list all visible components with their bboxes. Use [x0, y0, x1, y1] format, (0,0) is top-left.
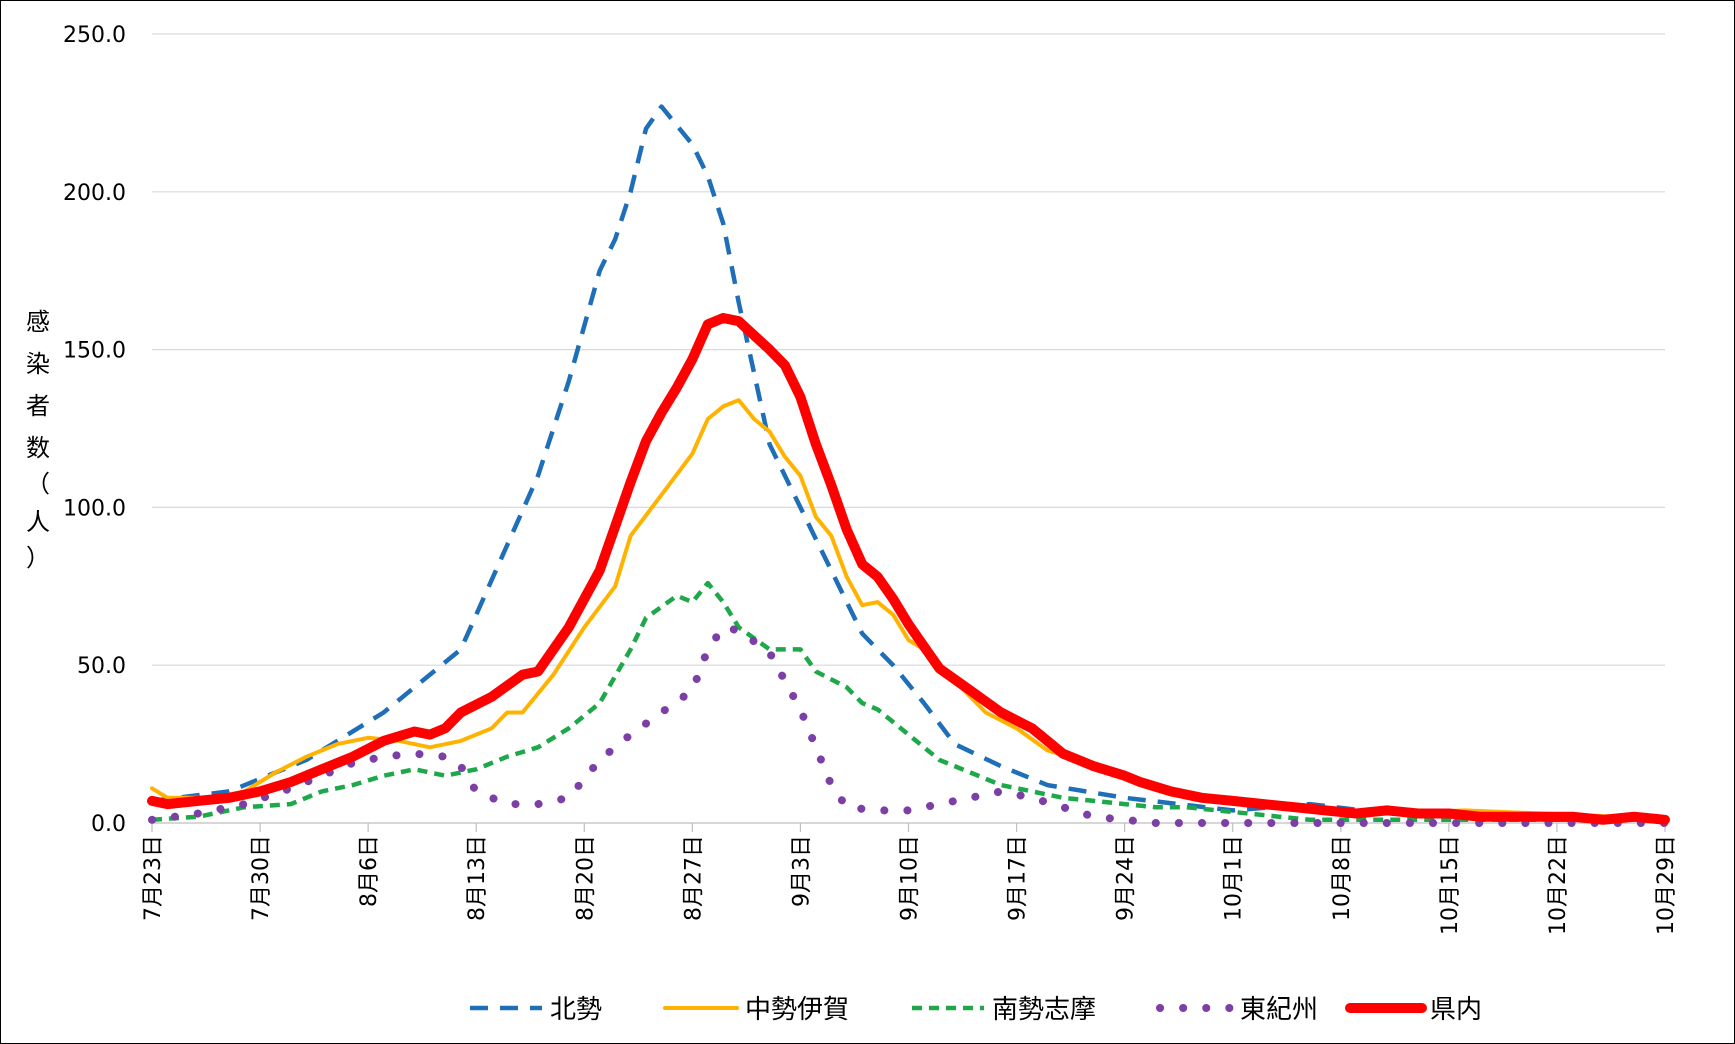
- series-line-1: [150, 398, 1667, 822]
- legend: 北勢 中勢伊賀 南勢志摩 東紀州 県内: [470, 995, 1482, 1025]
- y-tick-labels: 0.0 50.0 100.0 150.0 200.0 250.0: [63, 23, 126, 837]
- y-tick-label: 0.0: [91, 812, 126, 837]
- x-tick-label: 10月1日: [1222, 835, 1247, 921]
- x-tick-label: 7月23日: [141, 835, 166, 921]
- series-group: [147, 104, 1670, 827]
- x-tick-label: 8月6日: [357, 835, 382, 907]
- y-tick-label: 100.0: [63, 496, 126, 521]
- x-tick-label: 8月27日: [681, 835, 706, 921]
- x-tick-labels: 7月23日 7月30日 8月6日 8月13日 8月20日 8月27日 9月3日 9月10日 9月…: [141, 835, 1679, 935]
- y-axis-label-char: 人: [26, 508, 50, 536]
- y-tick-label: 200.0: [63, 181, 126, 206]
- x-tick-label: 10月22日: [1546, 835, 1571, 935]
- legend-label-0: 北勢: [550, 995, 602, 1025]
- y-axis-label-char: 数: [26, 434, 50, 462]
- series-line-4: [147, 313, 1670, 825]
- series-line-2: [151, 580, 1665, 823]
- grid-lines: [151, 33, 1666, 832]
- x-tick-label: 8月13日: [465, 835, 490, 921]
- y-axis-label-char: ）: [26, 544, 50, 572]
- y-tick-label: 150.0: [63, 339, 126, 364]
- x-tick-label: 10月29日: [1654, 835, 1679, 935]
- legend-label-3: 東紀州: [1240, 995, 1318, 1025]
- x-tick-label: 9月10日: [898, 835, 923, 921]
- x-tick-label: 9月17日: [1006, 835, 1031, 921]
- legend-label-1: 中勢伊賀: [745, 995, 849, 1025]
- x-tick-label: 9月24日: [1114, 835, 1139, 921]
- y-axis-label-char: 者: [26, 392, 50, 420]
- series-line-0: [151, 104, 1665, 823]
- y-tick-label: 250.0: [63, 23, 126, 48]
- x-tick-label: 7月30日: [249, 835, 274, 921]
- y-axis-label-char: 感: [26, 308, 50, 336]
- x-tick-label: 9月3日: [789, 835, 814, 907]
- y-tick-label: 50.0: [77, 654, 126, 679]
- x-tick-label: 10月8日: [1330, 835, 1355, 921]
- x-tick-label: 8月20日: [573, 835, 598, 921]
- legend-label-2: 南勢志摩: [992, 995, 1096, 1025]
- legend-label-4: 県内: [1430, 995, 1482, 1025]
- x-tick-label: 10月15日: [1438, 835, 1463, 935]
- series-line-3: [148, 623, 1669, 827]
- y-axis-label-char: （: [26, 470, 50, 498]
- y-axis-label-char: 染: [26, 350, 50, 378]
